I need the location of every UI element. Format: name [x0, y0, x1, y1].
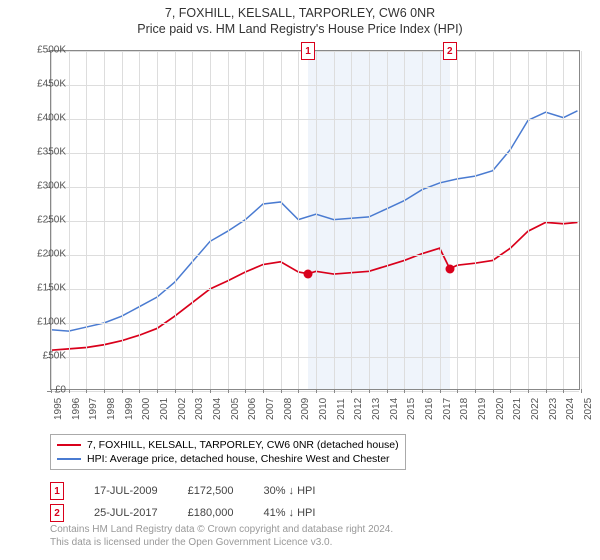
sale-marker-box: 1	[301, 42, 315, 60]
sale-date: 17-JUL-2009	[94, 485, 158, 497]
x-axis-label: 2010	[318, 398, 329, 420]
plot-area: 12	[50, 50, 580, 390]
x-axis-label: 2015	[406, 398, 417, 420]
legend: 7, FOXHILL, KELSALL, TARPORLEY, CW6 0NR …	[50, 434, 406, 470]
x-axis-label: 1996	[71, 398, 82, 420]
series-price_paid	[51, 222, 577, 350]
x-axis-label: 2017	[442, 398, 453, 420]
x-axis-label: 2008	[283, 398, 294, 420]
y-axis-label: £50K	[16, 351, 66, 362]
sale-marker-dot	[445, 264, 454, 273]
chart-title: 7, FOXHILL, KELSALL, TARPORLEY, CW6 0NR	[0, 6, 600, 20]
x-axis-label: 1995	[53, 398, 64, 420]
x-axis-label: 2001	[159, 398, 170, 420]
sale-badge: 2	[50, 504, 64, 522]
x-axis-label: 2020	[495, 398, 506, 420]
x-axis-label: 2011	[336, 398, 347, 420]
sale-marker-dot	[304, 269, 313, 278]
x-axis-label: 2000	[141, 398, 152, 420]
x-axis-label: 2025	[583, 398, 594, 420]
x-axis-label: 2024	[565, 398, 576, 420]
x-axis-label: 2009	[300, 398, 311, 420]
x-axis-label: 2022	[530, 398, 541, 420]
legend-label: 7, FOXHILL, KELSALL, TARPORLEY, CW6 0NR …	[87, 439, 399, 451]
x-axis-label: 2014	[389, 398, 400, 420]
x-axis-label: 2021	[512, 398, 523, 420]
x-axis-label: 2005	[230, 398, 241, 420]
sale-price: £172,500	[188, 485, 234, 497]
sale-row: 1 17-JUL-2009 £172,500 30% ↓ HPI	[50, 480, 315, 502]
y-axis-label: £250K	[16, 215, 66, 226]
y-axis-label: £450K	[16, 79, 66, 90]
footer-line: Contains HM Land Registry data © Crown c…	[50, 524, 393, 537]
x-axis-label: 2012	[353, 398, 364, 420]
y-axis-label: £400K	[16, 113, 66, 124]
legend-swatch	[57, 444, 81, 446]
sales-table: 1 17-JUL-2009 £172,500 30% ↓ HPI 2 25-JU…	[50, 480, 315, 524]
sale-delta: 41% ↓ HPI	[263, 507, 315, 519]
x-axis-label: 2002	[177, 398, 188, 420]
x-axis-label: 2003	[194, 398, 205, 420]
x-axis-label: 2019	[477, 398, 488, 420]
x-axis-label: 1999	[124, 398, 135, 420]
x-axis-label: 2006	[247, 398, 258, 420]
x-axis-label: 2018	[459, 398, 470, 420]
sale-price: £180,000	[188, 507, 234, 519]
sale-marker-box: 2	[443, 42, 457, 60]
y-axis-label: £350K	[16, 147, 66, 158]
y-axis-label: £150K	[16, 283, 66, 294]
footer-line: This data is licensed under the Open Gov…	[50, 537, 393, 550]
footer: Contains HM Land Registry data © Crown c…	[50, 524, 393, 549]
x-axis-label: 2013	[371, 398, 382, 420]
y-axis-label: £100K	[16, 317, 66, 328]
x-axis-label: 1998	[106, 398, 117, 420]
titles: 7, FOXHILL, KELSALL, TARPORLEY, CW6 0NR …	[0, 0, 600, 36]
y-axis-label: £200K	[16, 249, 66, 260]
legend-swatch	[57, 458, 81, 460]
legend-row: 7, FOXHILL, KELSALL, TARPORLEY, CW6 0NR …	[57, 438, 399, 452]
y-axis-label: £300K	[16, 181, 66, 192]
sale-badge: 1	[50, 482, 64, 500]
x-axis-label: 2016	[424, 398, 435, 420]
x-axis-label: 2004	[212, 398, 223, 420]
sale-row: 2 25-JUL-2017 £180,000 41% ↓ HPI	[50, 502, 315, 524]
legend-row: HPI: Average price, detached house, Ches…	[57, 452, 399, 466]
x-axis-label: 1997	[88, 398, 99, 420]
sale-delta: 30% ↓ HPI	[263, 485, 315, 497]
x-axis-label: 2007	[265, 398, 276, 420]
legend-label: HPI: Average price, detached house, Ches…	[87, 453, 390, 465]
sale-date: 25-JUL-2017	[94, 507, 158, 519]
chart-container: 7, FOXHILL, KELSALL, TARPORLEY, CW6 0NR …	[0, 0, 600, 560]
chart-subtitle: Price paid vs. HM Land Registry's House …	[0, 22, 600, 36]
x-axis-label: 2023	[548, 398, 559, 420]
y-axis-label: £500K	[16, 45, 66, 56]
y-axis-label: £0	[16, 385, 66, 396]
line-layer	[51, 51, 579, 389]
